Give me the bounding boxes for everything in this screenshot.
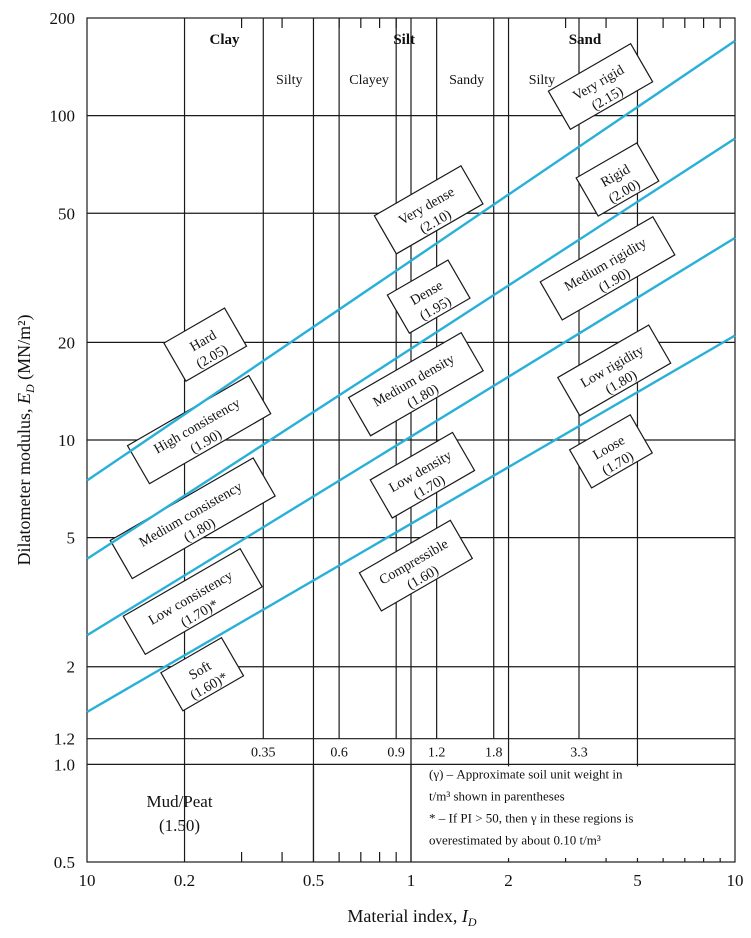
- y-axis-title-var: E: [14, 393, 34, 405]
- soil-subtype: Silty: [276, 73, 302, 88]
- boundary-label: 1.8: [485, 746, 503, 761]
- x-tick-label: 10: [79, 871, 96, 890]
- note-line: * – If PI > 50, then γ in these regions …: [429, 810, 633, 825]
- y-tick-label: 20: [58, 333, 75, 352]
- soil-type-clay: Clay: [210, 32, 241, 48]
- mud-peat-gamma: (1.50): [159, 816, 200, 835]
- x-tick-label: 0.2: [174, 871, 195, 890]
- x-axis-title-main: Material index,: [347, 906, 461, 926]
- boundary-label: 1.2: [428, 746, 446, 761]
- y-axis-title-unit: (MN/m²): [14, 314, 35, 384]
- soil-type-silt: Silt: [393, 32, 415, 48]
- y-axis-title-main: Dilatometer modulus,: [14, 404, 34, 565]
- boundary-label: 3.3: [570, 746, 588, 761]
- note-line: t/m³ shown in parentheses: [429, 788, 565, 803]
- x-tick-label: 0.5: [303, 871, 324, 890]
- x-axis-title-sub: D: [467, 915, 477, 929]
- x-tick-label: 1: [407, 871, 416, 890]
- note-line: overestimated by about 0.10 t/m³: [429, 832, 601, 847]
- y-tick-label: 50: [58, 204, 75, 223]
- x-axis-title: Material index, ID: [347, 906, 476, 929]
- soil-subtype: Sandy: [449, 73, 484, 88]
- y-axis-title: Dilatometer modulus, ED (MN/m²): [14, 314, 37, 565]
- y-tick-label: 100: [50, 107, 76, 126]
- x-tick-label: 2: [504, 871, 513, 890]
- boundary-label: 0.6: [330, 746, 348, 761]
- y-tick-label: 1.0: [54, 755, 75, 774]
- mud-peat-name: Mud/Peat: [146, 792, 212, 811]
- boundary-label: 0.9: [387, 746, 405, 761]
- note-line: (γ) – Approximate soil unit weight in: [429, 766, 623, 781]
- y-tick-label: 10: [58, 431, 75, 450]
- y-tick-label: 2: [67, 658, 76, 677]
- y-tick-label: 0.5: [54, 853, 75, 872]
- y-axis-title-sub: D: [23, 384, 37, 394]
- boundary-label: 0.35: [251, 746, 276, 761]
- y-tick-label: 200: [50, 9, 76, 28]
- soil-type-sand: Sand: [569, 32, 602, 48]
- x-tick-label: 10: [727, 871, 744, 890]
- soil-subtype: Clayey: [349, 73, 389, 88]
- y-tick-label: 1.2: [54, 730, 75, 749]
- soil-subtype: Silty: [529, 73, 555, 88]
- y-tick-label: 5: [67, 529, 76, 548]
- x-tick-label: 5: [633, 871, 642, 890]
